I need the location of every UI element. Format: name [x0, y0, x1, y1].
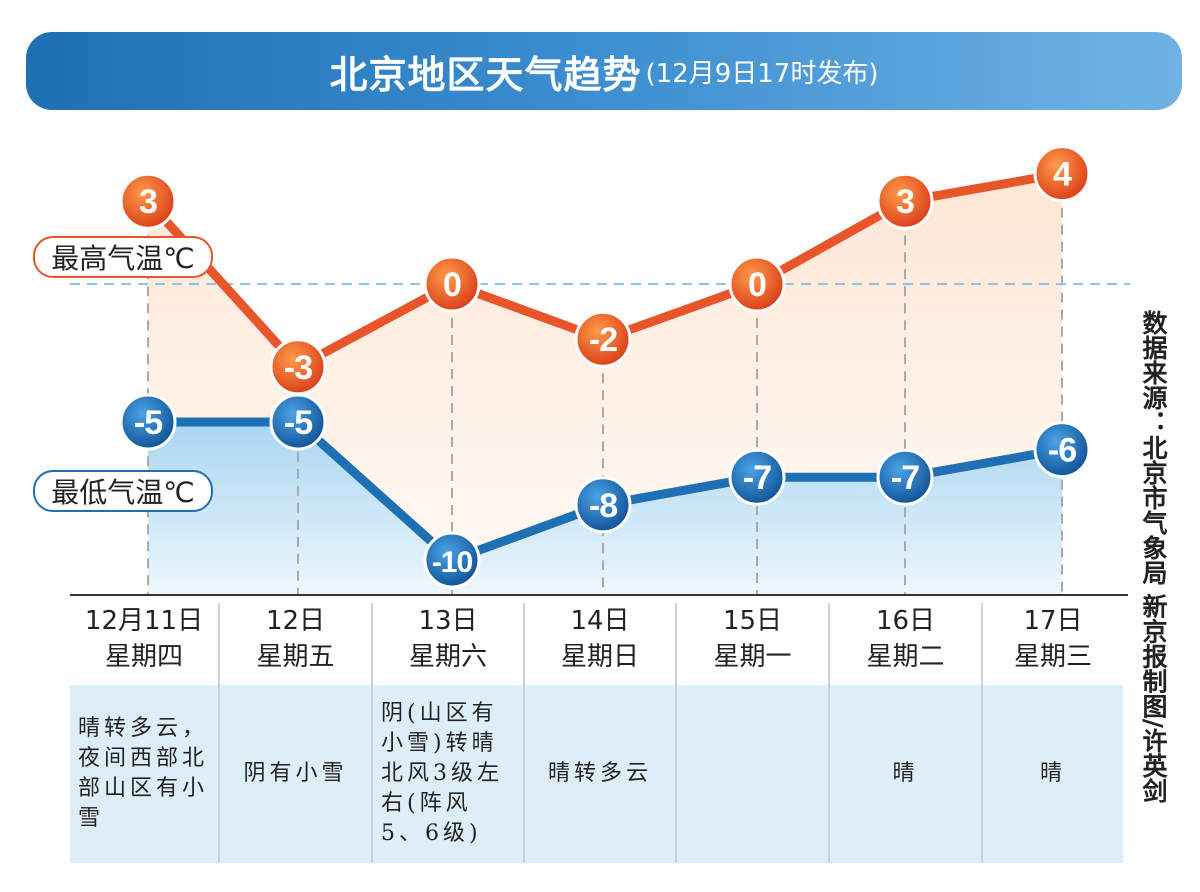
data-label-low: -7: [743, 459, 771, 497]
legend-high: 最高气温℃: [33, 236, 213, 278]
day-date: 17日: [1023, 606, 1083, 636]
data-label-high: 0: [443, 266, 461, 304]
data-point-high: [423, 255, 481, 313]
day-header: 16日星期二: [830, 603, 981, 683]
data-point-low: [1033, 421, 1091, 479]
data-point-low: [728, 448, 786, 506]
data-point-high: [728, 255, 786, 313]
data-label-high: 0: [748, 266, 766, 304]
weather-text: 晴转多云: [547, 761, 652, 786]
day-header: 12月11日 星期四: [70, 603, 218, 683]
column-divider: [828, 603, 830, 863]
day-weekday: 星期日: [560, 642, 639, 672]
day-date: 14日: [570, 606, 630, 636]
data-label-low: -5: [284, 404, 312, 442]
day-header: 15日星期一: [677, 603, 828, 683]
data-label-low: -10: [432, 546, 473, 579]
day-weather: 晴: [830, 685, 981, 863]
day-weekday: 星期二: [866, 642, 945, 672]
day-date: 12月11日: [84, 606, 204, 636]
day-weekday: 星期四: [104, 642, 183, 672]
data-point-low: [574, 476, 632, 534]
data-label-high: -2: [589, 321, 617, 359]
day-weekday: 星期五: [256, 642, 335, 672]
column-divider: [675, 603, 677, 863]
day-weather: 晴转多云: [525, 685, 675, 863]
day-weather: 阴(山区有小雪)转晴北风3级左右(阵风5、6级): [373, 685, 523, 863]
column-divider: [218, 603, 220, 863]
day-weekday: 星期一: [713, 642, 792, 672]
source-credit: 数据来源：北京市气象局 新京报制图/许英剑: [1139, 310, 1168, 803]
day-weather: 晴转多云，夜间西部北部山区有小雪: [70, 685, 218, 863]
legend-low: 最低气温℃: [33, 470, 213, 512]
data-point-high: [1033, 145, 1091, 203]
data-point-high: [119, 172, 177, 230]
column-divider: [981, 603, 983, 863]
day-weather: 阴有小雪: [220, 685, 371, 863]
day-weather: [677, 685, 828, 863]
data-label-low: -5: [134, 404, 162, 442]
day-date: 16日: [875, 606, 936, 636]
column-divider: [523, 603, 525, 863]
day-weekday: 星期三: [1013, 642, 1092, 672]
data-point-low: [423, 531, 481, 589]
data-point-low: [876, 448, 934, 506]
weather-text: 晴: [892, 761, 919, 786]
data-label-high: -3: [284, 349, 312, 387]
day-date: 12日: [265, 606, 326, 636]
data-point-low: [119, 393, 177, 451]
title-bar: 北京地区天气趋势 (12月9日17时发布): [26, 32, 1182, 110]
day-date: 13日: [418, 606, 478, 636]
day-header: 13日星期六: [373, 603, 523, 683]
day-weekday: 星期六: [408, 642, 487, 672]
data-label-low: -7: [891, 459, 919, 497]
data-label-high: 4: [1053, 156, 1072, 194]
weather-text: 晴转多云，夜间西部北部山区有小雪: [78, 716, 209, 831]
weather-text: 阴有小雪: [243, 761, 348, 786]
data-point-high: [876, 172, 934, 230]
data-point-high: [574, 310, 632, 368]
data-label-low: -8: [589, 487, 617, 525]
column-divider: [371, 603, 373, 863]
data-label-low: -6: [1048, 432, 1076, 470]
page-title: 北京地区天气趋势: [329, 52, 642, 97]
data-label-high: 3: [139, 183, 157, 221]
weather-text: 晴: [1039, 761, 1066, 786]
data-label-high: 3: [896, 183, 914, 221]
day-header: 14日星期日: [525, 603, 675, 683]
day-date: 15日: [722, 606, 783, 636]
day-header: 17日星期三: [983, 603, 1123, 683]
day-header: 12日星期五: [220, 603, 371, 683]
page-subtitle: (12月9日17时发布): [645, 58, 879, 89]
weather-text: 阴(山区有小雪)转晴北风3级左右(阵风5、6级): [381, 701, 503, 846]
data-point-low: [269, 393, 327, 451]
day-weather: 晴: [983, 685, 1123, 863]
